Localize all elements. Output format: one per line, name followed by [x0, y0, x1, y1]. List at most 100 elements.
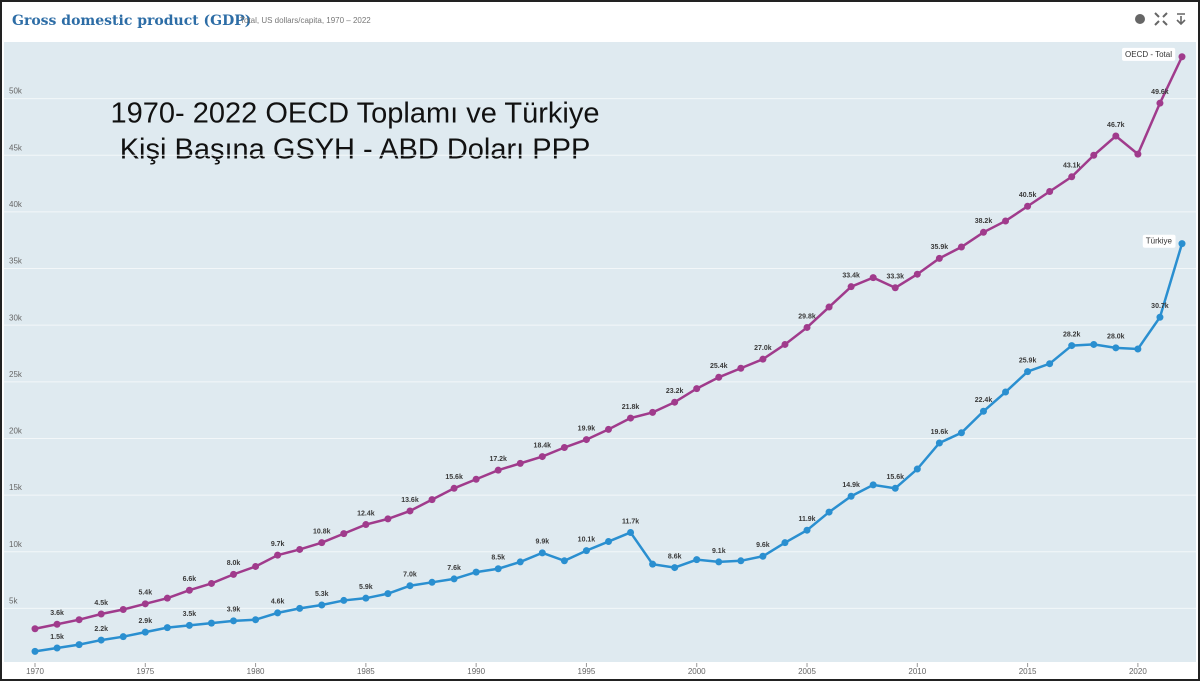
data-point — [472, 568, 480, 576]
data-point — [384, 590, 392, 598]
data-label: 49.6k — [1151, 89, 1169, 96]
data-point — [715, 373, 723, 381]
data-point — [737, 557, 745, 565]
data-point — [671, 398, 679, 406]
data-point — [781, 539, 789, 547]
data-point — [847, 283, 855, 291]
data-label: 28.0k — [1107, 334, 1125, 341]
data-point — [53, 620, 61, 628]
data-point — [516, 459, 524, 467]
data-point — [97, 636, 105, 644]
data-point — [406, 582, 414, 590]
data-point — [340, 596, 348, 604]
data-point — [957, 243, 965, 251]
data-label: 8.5k — [491, 555, 505, 562]
data-point — [163, 594, 171, 602]
data-point — [31, 625, 39, 633]
data-point — [318, 539, 326, 547]
data-point — [627, 414, 635, 422]
y-tick-label: 35k — [9, 257, 23, 266]
data-point — [560, 557, 568, 565]
data-label: 12.4k — [357, 510, 375, 517]
data-point — [627, 528, 635, 536]
x-tick-label: 2010 — [908, 667, 926, 676]
data-point — [207, 619, 215, 627]
data-point — [97, 610, 105, 618]
data-point — [230, 617, 238, 625]
data-label: 4.6k — [271, 599, 285, 606]
data-point — [979, 228, 987, 236]
data-label: 43.1k — [1063, 163, 1081, 170]
data-point — [891, 484, 899, 492]
y-tick-label: 45k — [9, 143, 23, 152]
data-point — [230, 570, 238, 578]
data-label: 7.6k — [447, 565, 461, 572]
data-point — [649, 560, 657, 568]
data-label: 11.9k — [798, 516, 815, 523]
data-point — [803, 323, 811, 331]
data-label: 8.6k — [668, 553, 682, 560]
data-point — [75, 616, 83, 624]
data-label: 33.4k — [842, 273, 860, 280]
data-point — [428, 578, 436, 586]
data-point — [494, 565, 502, 573]
data-point — [1112, 344, 1120, 352]
x-tick-label: 1970 — [26, 667, 44, 676]
data-label: 2.9k — [138, 618, 152, 625]
data-point — [847, 492, 855, 500]
data-point — [1134, 150, 1142, 158]
x-tick-label: 1995 — [578, 667, 596, 676]
data-point — [296, 545, 304, 553]
chart-subtitle: Total, US dollars/capita, 1970 – 2022 — [240, 16, 371, 25]
data-label: 18.4k — [534, 442, 552, 449]
info-icon[interactable] — [1135, 14, 1145, 24]
data-point — [957, 429, 965, 437]
data-point — [1178, 53, 1186, 61]
data-label: 46.7k — [1107, 122, 1125, 129]
data-label: 22.4k — [975, 397, 993, 404]
data-point — [141, 628, 149, 636]
data-point — [1002, 388, 1010, 396]
data-point — [31, 647, 39, 655]
data-label: 6.6k — [183, 576, 197, 583]
data-point — [384, 515, 392, 523]
data-point — [1046, 360, 1054, 368]
data-label: 3.9k — [227, 607, 241, 614]
data-label: 15.6k — [445, 474, 463, 481]
data-label: 10.8k — [313, 529, 331, 536]
data-point — [428, 496, 436, 504]
data-point — [185, 621, 193, 629]
series-name: Türkiye — [1146, 237, 1173, 246]
data-label: 29.8k — [798, 313, 816, 320]
data-label: 9.9k — [536, 539, 550, 546]
data-label: 9.7k — [271, 541, 285, 548]
x-tick-label: 2005 — [798, 667, 816, 676]
data-label: 27.0k — [754, 345, 772, 352]
toolbar-icons[interactable] — [1135, 12, 1186, 26]
data-point — [185, 586, 193, 594]
data-label: 3.6k — [50, 610, 64, 617]
data-point — [891, 284, 899, 292]
y-tick-label: 50k — [9, 87, 23, 96]
expand-icon[interactable] — [1154, 12, 1168, 26]
chart-title: Gross domestic product (GDP) — [12, 13, 251, 29]
data-point — [538, 453, 546, 461]
x-tick-label: 1985 — [357, 667, 375, 676]
data-point — [825, 303, 833, 311]
data-point — [296, 604, 304, 612]
data-label: 9.6k — [756, 542, 770, 549]
data-label: 11.7k — [622, 518, 639, 525]
data-point — [119, 605, 127, 613]
data-point — [1090, 340, 1098, 348]
data-point — [1024, 202, 1032, 210]
data-point — [759, 552, 767, 560]
data-point — [362, 521, 370, 529]
data-label: 30.7k — [1151, 303, 1169, 310]
data-label: 2.2k — [94, 626, 108, 633]
y-tick-label: 10k — [9, 540, 23, 549]
y-tick-label: 15k — [9, 483, 23, 492]
data-point — [1068, 342, 1076, 350]
download-icon[interactable] — [1176, 13, 1186, 26]
data-point — [274, 551, 282, 559]
